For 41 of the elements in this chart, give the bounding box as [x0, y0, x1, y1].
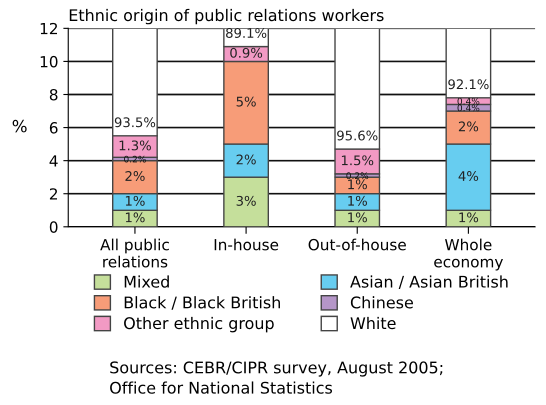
data-label: 4%: [458, 171, 478, 182]
data-label: 0.9%: [230, 48, 262, 58]
data-label: 1%: [459, 212, 478, 222]
annotation: 93.5%: [114, 117, 156, 128]
data-label: 5%: [236, 96, 256, 107]
chart-title: Ethnic origin of public relations workers: [70, 8, 384, 24]
data-label: 0.4%: [458, 104, 480, 112]
legend-label: Asian / Asian British: [350, 275, 508, 290]
y-tick-label: 6: [50, 122, 58, 134]
x-tick-label: Whole economy: [434, 238, 503, 270]
legend-label: Other ethnic group: [124, 316, 274, 332]
data-label: 0.4%: [458, 98, 480, 105]
data-label: 1%: [126, 212, 145, 222]
legend-label: Black / Black British: [124, 296, 280, 310]
legend-label: White: [350, 316, 396, 330]
y-axis-title: %: [12, 120, 27, 132]
y-tick-label: 0: [50, 221, 58, 233]
annotation: 92.1%: [448, 79, 489, 90]
data-label: 1%: [348, 196, 367, 206]
legend-label: Mixed: [124, 275, 169, 288]
data-label: 1.3%: [120, 140, 151, 150]
annotation: 95.6%: [337, 130, 378, 140]
data-label: 2%: [458, 121, 478, 132]
annotation: 89.1%: [226, 28, 266, 38]
y-tick-label: 8: [50, 88, 58, 101]
y-tick-label: 4: [50, 155, 58, 166]
y-tick-label: 10: [40, 56, 58, 68]
data-label: 2%: [236, 154, 256, 164]
y-tick-label: 2: [50, 188, 57, 200]
data-label: 1.5%: [342, 155, 374, 166]
x-tick-label: In-house: [214, 238, 278, 250]
y-tick-label: 12: [40, 22, 57, 34]
legend-label: Chinese: [350, 296, 413, 308]
data-label: 1%: [126, 196, 145, 206]
x-tick-label: All public relations: [100, 238, 169, 268]
x-tick-label: Out-of-house: [308, 238, 406, 250]
data-label: 1%: [348, 179, 367, 190]
source-note: Sources: CEBR/CIPR survey, August 2005; Office for National Statistics: [110, 361, 442, 394]
data-label: 1%: [348, 212, 367, 222]
data-label: 2%: [125, 171, 145, 182]
data-label: 3%: [236, 196, 256, 206]
